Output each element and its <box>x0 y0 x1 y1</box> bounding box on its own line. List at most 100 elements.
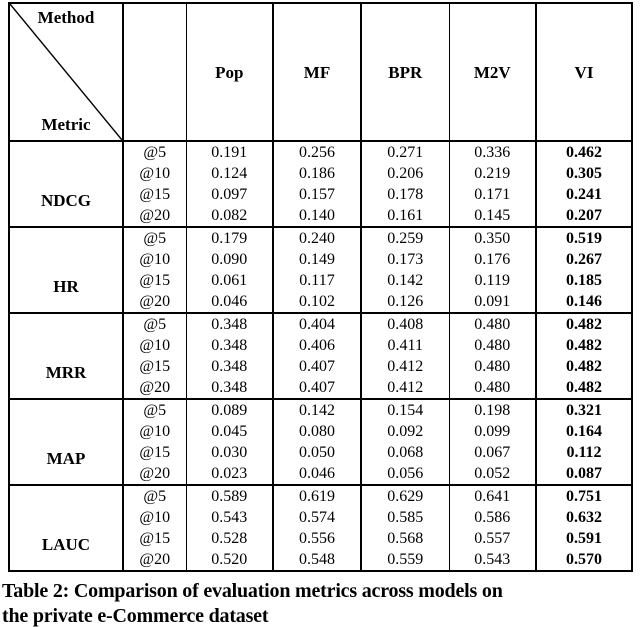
value-cell-mf: 0.102 <box>272 291 361 313</box>
value-cell-pop: 0.089 <box>185 399 273 421</box>
value-cell-bpr: 0.206 <box>360 163 449 184</box>
value-cell-pop: 0.348 <box>185 377 273 399</box>
value-cell-pop: 0.090 <box>185 249 273 270</box>
value-cell-bpr: 0.068 <box>360 442 449 463</box>
value-cell-bpr: 0.092 <box>360 421 449 442</box>
diagonal-line <box>10 4 122 140</box>
at-k-cell: @5 <box>122 313 186 335</box>
value-cell-m2v: 0.543 <box>448 549 536 571</box>
value-cell-m2v: 0.171 <box>448 184 536 205</box>
caption-line-2: the private e-Commerce dataset <box>2 604 269 627</box>
at-k-cell: @10 <box>122 163 186 184</box>
metric-name-cell: MRR <box>9 313 123 399</box>
value-cell-pop: 0.191 <box>185 141 273 163</box>
value-cell-mf: 0.080 <box>272 421 361 442</box>
value-cell-m2v: 0.641 <box>448 485 536 507</box>
at-k-cell: @20 <box>122 205 186 227</box>
value-cell-mf: 0.142 <box>272 399 361 421</box>
value-cell-vi: 0.241 <box>535 184 632 205</box>
at-k-cell: @15 <box>122 528 186 549</box>
value-cell-pop: 0.046 <box>185 291 273 313</box>
at-k-cell: @10 <box>122 335 186 356</box>
table-row: @15 0.030 0.050 0.068 0.067 0.112 <box>9 442 632 463</box>
metric-name-cell: MAP <box>9 399 123 485</box>
table-row: @15 0.061 0.117 0.142 0.119 0.185 <box>9 270 632 291</box>
metric-block-hr: HR @5 0.179 0.240 0.259 0.350 0.519 @10 0.090 0.1… <box>9 227 632 313</box>
table-row: @15 0.528 0.556 0.568 0.557 0.591 <box>9 528 632 549</box>
table-row: @15 0.097 0.157 0.178 0.171 0.241 <box>9 184 632 205</box>
metric-name-cell: LAUC <box>9 485 123 571</box>
value-cell-pop: 0.348 <box>185 335 273 356</box>
metric-name-cell: HR <box>9 227 123 313</box>
value-cell-m2v: 0.099 <box>448 421 536 442</box>
at-k-cell: @20 <box>122 463 186 485</box>
at-k-cell: @20 <box>122 549 186 571</box>
column-header-mf: MF <box>272 3 361 141</box>
value-cell-vi: 0.112 <box>535 442 632 463</box>
value-cell-m2v: 0.145 <box>448 205 536 227</box>
value-cell-bpr: 0.126 <box>360 291 449 313</box>
at-k-cell: @5 <box>122 141 186 163</box>
column-header-pop: Pop <box>185 3 273 141</box>
value-cell-m2v: 0.198 <box>448 399 536 421</box>
at-k-cell: @10 <box>122 507 186 528</box>
value-cell-vi: 0.482 <box>535 356 632 377</box>
value-cell-mf: 0.406 <box>272 335 361 356</box>
value-cell-mf: 0.256 <box>272 141 361 163</box>
value-cell-vi: 0.462 <box>535 141 632 163</box>
value-cell-pop: 0.082 <box>185 205 273 227</box>
value-cell-pop: 0.589 <box>185 485 273 507</box>
value-cell-m2v: 0.067 <box>448 442 536 463</box>
metric-name-label: MRR <box>45 362 87 382</box>
value-cell-pop: 0.528 <box>185 528 273 549</box>
table-row: @20 0.046 0.102 0.126 0.091 0.146 <box>9 291 632 313</box>
value-cell-mf: 0.574 <box>272 507 361 528</box>
metric-name-label: HR <box>53 276 79 296</box>
metric-name-label: LAUC <box>41 534 91 554</box>
value-cell-bpr: 0.271 <box>360 141 449 163</box>
value-cell-pop: 0.023 <box>185 463 273 485</box>
table-caption: Table 2: Comparison of evaluation metric… <box>2 579 639 627</box>
at-k-cell: @15 <box>122 270 186 291</box>
value-cell-mf: 0.140 <box>272 205 361 227</box>
value-cell-pop: 0.543 <box>185 507 273 528</box>
value-cell-bpr: 0.056 <box>360 463 449 485</box>
value-cell-bpr: 0.412 <box>360 377 449 399</box>
value-cell-vi: 0.267 <box>535 249 632 270</box>
metric-block-ndcg: NDCG @5 0.191 0.256 0.271 0.336 0.462 @10 0.124 0… <box>9 141 632 227</box>
value-cell-vi: 0.321 <box>535 399 632 421</box>
value-cell-bpr: 0.559 <box>360 549 449 571</box>
value-cell-pop: 0.348 <box>185 313 273 335</box>
value-cell-m2v: 0.052 <box>448 463 536 485</box>
metric-name-cell: NDCG <box>9 141 123 227</box>
value-cell-vi: 0.632 <box>535 507 632 528</box>
value-cell-mf: 0.407 <box>272 356 361 377</box>
value-cell-vi: 0.570 <box>535 549 632 571</box>
value-cell-vi: 0.087 <box>535 463 632 485</box>
value-cell-pop: 0.045 <box>185 421 273 442</box>
value-cell-bpr: 0.412 <box>360 356 449 377</box>
value-cell-vi: 0.207 <box>535 205 632 227</box>
at-k-cell: @20 <box>122 291 186 313</box>
table-row: @20 0.082 0.140 0.161 0.145 0.207 <box>9 205 632 227</box>
value-cell-vi: 0.482 <box>535 335 632 356</box>
value-cell-pop: 0.061 <box>185 270 273 291</box>
value-cell-m2v: 0.091 <box>448 291 536 313</box>
value-cell-m2v: 0.119 <box>448 270 536 291</box>
value-cell-bpr: 0.585 <box>360 507 449 528</box>
at-k-cell: @5 <box>122 485 186 507</box>
caption-line-1: Table 2: Comparison of evaluation metric… <box>2 580 503 602</box>
value-cell-pop: 0.124 <box>185 163 273 184</box>
table-row: @10 0.045 0.080 0.092 0.099 0.164 <box>9 421 632 442</box>
column-header-m2v: M2V <box>448 3 536 141</box>
value-cell-bpr: 0.173 <box>360 249 449 270</box>
value-cell-mf: 0.050 <box>272 442 361 463</box>
column-header-bpr: BPR <box>360 3 449 141</box>
at-k-cell: @10 <box>122 249 186 270</box>
value-cell-mf: 0.157 <box>272 184 361 205</box>
value-cell-mf: 0.548 <box>272 549 361 571</box>
value-cell-m2v: 0.480 <box>448 356 536 377</box>
value-cell-m2v: 0.557 <box>448 528 536 549</box>
value-cell-pop: 0.520 <box>185 549 273 571</box>
at-k-cell: @15 <box>122 442 186 463</box>
